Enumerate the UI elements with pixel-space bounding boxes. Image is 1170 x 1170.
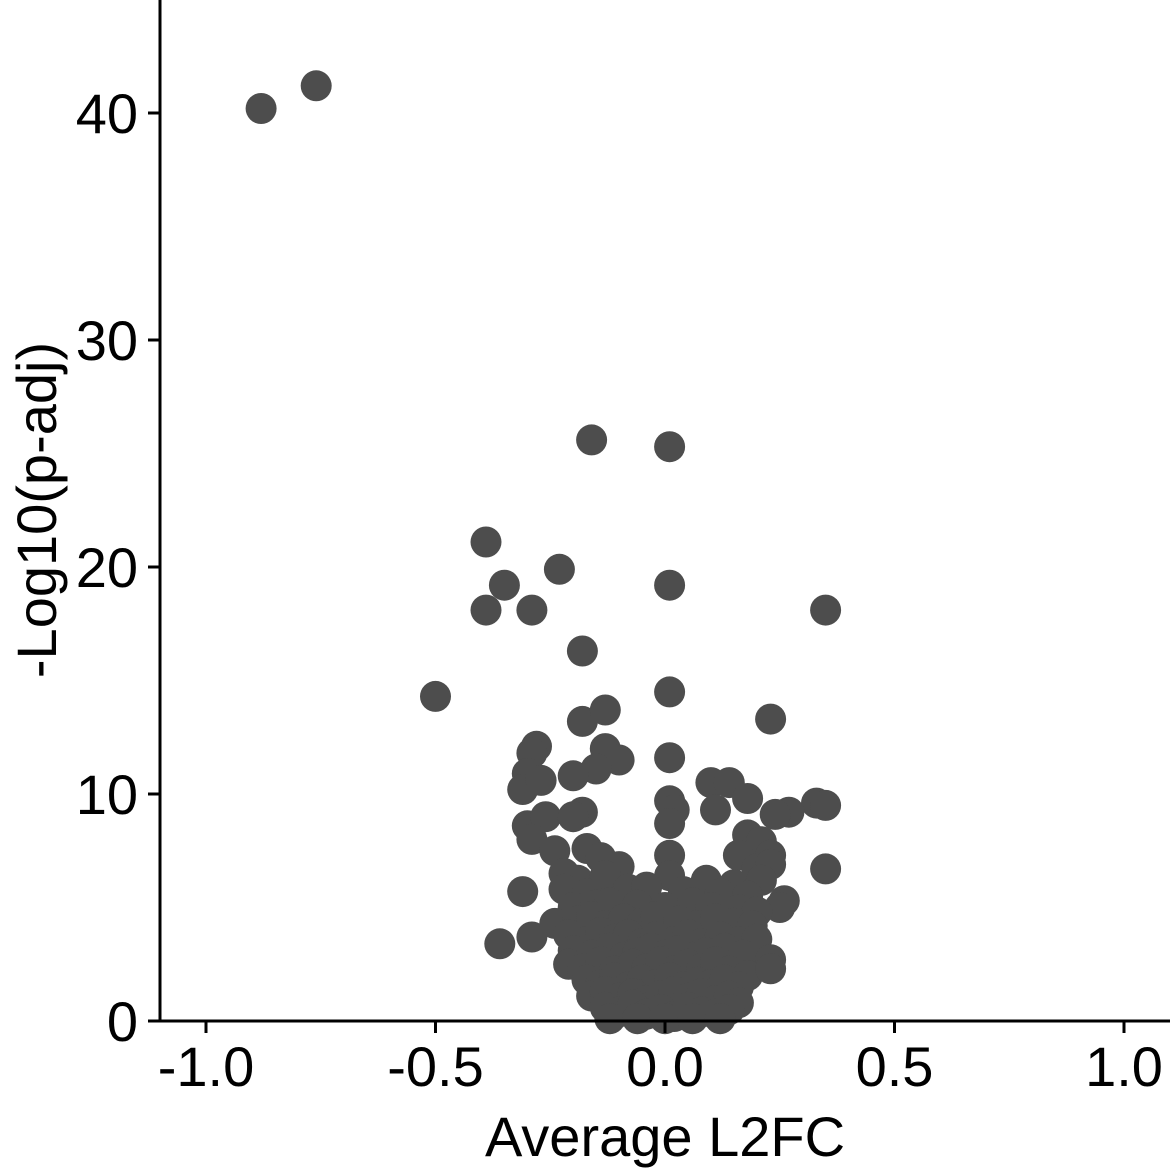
x-tick-label: 0.5 xyxy=(856,1035,934,1098)
data-point xyxy=(245,93,277,124)
data-point xyxy=(566,705,598,737)
data-point xyxy=(484,928,516,960)
y-tick-label: 10 xyxy=(76,763,138,826)
data-point xyxy=(764,892,796,923)
data-point xyxy=(516,594,548,626)
data-point xyxy=(649,1003,681,1035)
data-point xyxy=(654,676,686,708)
data-point xyxy=(704,1003,736,1035)
x-tick-label: 0.0 xyxy=(626,1035,704,1098)
data-point xyxy=(566,635,598,667)
data-point xyxy=(576,424,608,456)
data-point xyxy=(810,594,842,626)
y-axis-title: -Log10(p-adj) xyxy=(5,342,68,678)
x-tick-label: 1.0 xyxy=(1085,1035,1163,1098)
data-point xyxy=(530,801,562,833)
data-point xyxy=(700,794,731,826)
data-point xyxy=(755,703,787,735)
data-point xyxy=(810,853,842,885)
x-tick-label: -0.5 xyxy=(387,1035,484,1098)
x-tick-label: -1.0 xyxy=(158,1035,255,1098)
data-point xyxy=(810,789,842,821)
data-point xyxy=(507,876,539,908)
data-point xyxy=(654,569,686,601)
ticks: -1.0 -0.5 0.0 0.5 1.0 0 10 20 30 40 xyxy=(76,82,1163,1098)
data-point xyxy=(654,742,686,774)
data-point xyxy=(516,823,548,855)
data-point xyxy=(470,526,502,558)
data-point xyxy=(488,569,520,601)
data-point xyxy=(525,764,557,796)
data-point xyxy=(755,953,787,985)
data-point xyxy=(732,783,764,814)
data-point xyxy=(594,1003,626,1035)
data-point xyxy=(557,760,589,792)
data-points xyxy=(245,70,842,1035)
data-point xyxy=(557,801,589,833)
data-point xyxy=(589,694,621,726)
data-point xyxy=(543,553,575,585)
y-tick-label: 20 xyxy=(76,536,138,599)
data-point xyxy=(622,1003,653,1035)
data-point xyxy=(654,808,686,839)
data-point xyxy=(759,798,791,830)
data-point xyxy=(420,680,451,712)
data-point xyxy=(516,921,548,953)
data-point xyxy=(470,594,502,626)
data-point xyxy=(654,431,686,463)
data-point xyxy=(677,1003,708,1035)
data-point xyxy=(300,70,332,102)
y-tick-label: 30 xyxy=(76,309,138,372)
y-tick-label: 40 xyxy=(76,82,138,145)
y-tick-label: 0 xyxy=(107,990,138,1053)
x-axis-title: Average L2FC xyxy=(485,1105,845,1168)
